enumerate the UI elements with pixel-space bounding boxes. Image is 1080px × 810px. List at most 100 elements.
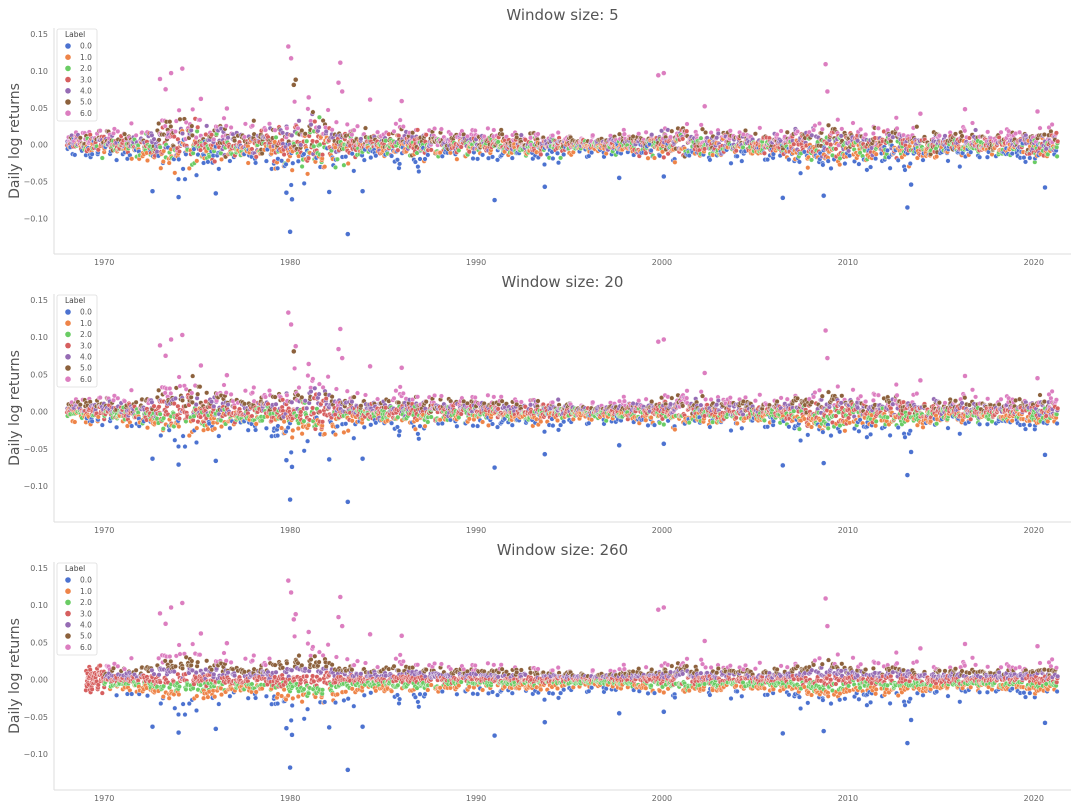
data-point bbox=[550, 399, 556, 405]
data-point bbox=[917, 110, 924, 117]
x-tick-label: 2020 bbox=[1024, 258, 1044, 267]
data-point bbox=[89, 418, 95, 424]
data-point bbox=[149, 132, 155, 138]
data-point bbox=[977, 154, 983, 160]
legend-marker bbox=[65, 43, 71, 49]
data-point bbox=[306, 155, 312, 161]
data-point bbox=[77, 135, 83, 141]
data-point bbox=[368, 155, 374, 161]
x-tick-label: 1970 bbox=[94, 526, 114, 535]
data-point bbox=[873, 156, 879, 162]
data-point bbox=[225, 402, 231, 408]
data-point bbox=[1049, 121, 1055, 127]
data-point bbox=[211, 136, 217, 142]
data-point bbox=[425, 419, 431, 425]
data-point bbox=[227, 158, 233, 164]
data-point bbox=[288, 182, 294, 188]
data-point bbox=[291, 82, 297, 88]
x-tick-label: 1980 bbox=[280, 526, 300, 535]
data-point bbox=[72, 152, 78, 158]
data-point bbox=[218, 424, 224, 430]
data-point bbox=[209, 399, 215, 405]
data-point bbox=[167, 386, 173, 392]
data-point bbox=[203, 131, 209, 137]
data-point bbox=[499, 398, 505, 404]
data-point bbox=[351, 127, 357, 133]
data-point bbox=[1041, 132, 1047, 138]
data-point bbox=[535, 398, 541, 404]
data-point bbox=[213, 190, 219, 197]
data-point bbox=[412, 159, 418, 165]
x-tick-label: 2000 bbox=[652, 258, 672, 267]
data-point bbox=[661, 173, 667, 180]
data-point bbox=[281, 151, 287, 157]
data-point bbox=[542, 429, 548, 435]
data-point bbox=[485, 125, 491, 131]
data-point bbox=[156, 404, 162, 410]
data-point bbox=[172, 170, 178, 176]
data-point bbox=[621, 131, 627, 137]
data-point bbox=[652, 155, 658, 161]
data-point bbox=[227, 425, 233, 431]
data-point bbox=[216, 433, 222, 439]
legend-marker bbox=[65, 76, 71, 83]
data-point bbox=[177, 116, 183, 122]
data-point bbox=[289, 399, 295, 405]
data-point bbox=[432, 126, 438, 132]
data-point bbox=[422, 156, 428, 162]
data-point bbox=[186, 165, 192, 171]
legend-marker bbox=[65, 65, 71, 72]
data-point bbox=[934, 154, 940, 160]
data-point bbox=[1042, 184, 1048, 191]
data-point bbox=[417, 423, 423, 429]
data-point bbox=[301, 448, 307, 454]
data-point bbox=[561, 151, 567, 157]
data-point bbox=[375, 129, 381, 135]
data-point bbox=[902, 167, 908, 173]
scatter-points bbox=[64, 309, 1061, 505]
data-point bbox=[417, 156, 423, 162]
data-point bbox=[295, 426, 301, 432]
data-point bbox=[305, 373, 311, 379]
data-point bbox=[968, 149, 974, 155]
data-point bbox=[175, 444, 181, 450]
data-point bbox=[355, 123, 361, 129]
data-point bbox=[423, 399, 429, 405]
data-point bbox=[491, 127, 497, 133]
data-point bbox=[480, 152, 486, 158]
data-point bbox=[518, 132, 524, 138]
data-point bbox=[223, 390, 229, 396]
data-point bbox=[1034, 108, 1041, 115]
data-point bbox=[333, 432, 339, 438]
y-tick-label: 0.00 bbox=[30, 408, 48, 417]
data-point bbox=[728, 160, 734, 166]
data-point bbox=[835, 117, 841, 123]
x-tick-label: 1990 bbox=[466, 526, 486, 535]
data-point bbox=[561, 419, 567, 425]
data-point bbox=[396, 165, 402, 171]
data-point bbox=[908, 181, 914, 188]
data-point bbox=[698, 135, 704, 141]
data-point bbox=[345, 160, 351, 166]
x-tick-label: 2010 bbox=[838, 526, 858, 535]
data-point bbox=[72, 419, 78, 425]
y-tick-label: −0.05 bbox=[23, 445, 48, 454]
data-point bbox=[242, 388, 248, 394]
data-point bbox=[920, 157, 926, 163]
data-point bbox=[292, 365, 298, 371]
data-point bbox=[765, 157, 771, 163]
data-point bbox=[397, 117, 403, 123]
data-point bbox=[320, 152, 326, 158]
data-point bbox=[242, 121, 248, 127]
data-point bbox=[253, 154, 259, 160]
data-point bbox=[825, 158, 831, 164]
data-point bbox=[289, 167, 295, 173]
data-point bbox=[998, 129, 1004, 135]
data-point bbox=[305, 438, 311, 444]
data-point bbox=[778, 128, 784, 134]
data-point bbox=[320, 419, 326, 425]
data-point bbox=[175, 176, 181, 182]
data-point bbox=[555, 150, 561, 156]
data-point bbox=[962, 128, 968, 134]
data-point bbox=[329, 394, 335, 400]
